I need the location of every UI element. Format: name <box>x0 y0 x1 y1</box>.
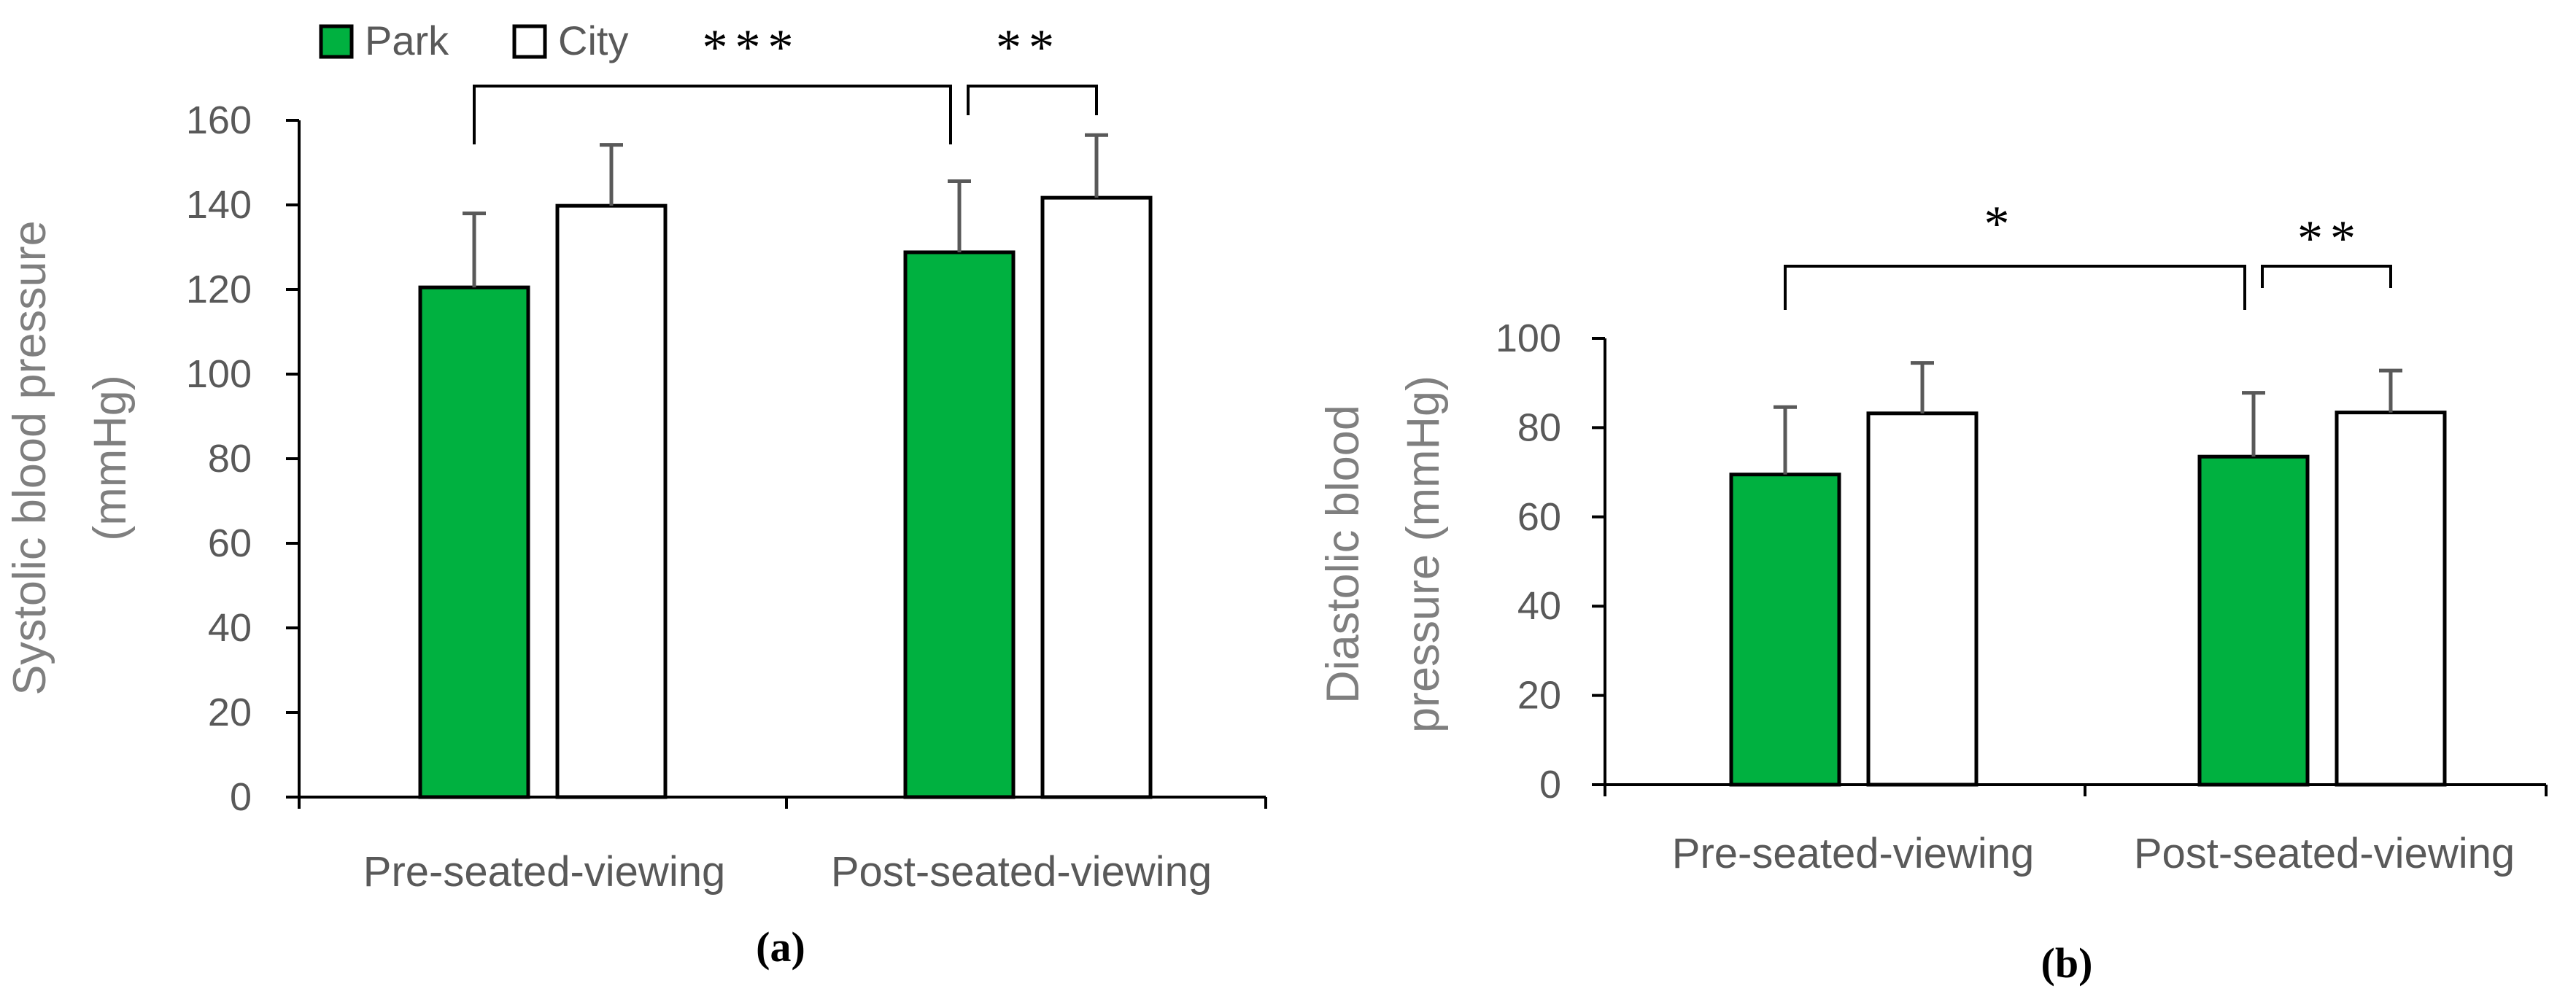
panel-a-significance-label: *** <box>703 20 801 76</box>
panel-a-x-tick-label: Pre-seated-viewing <box>363 848 725 896</box>
panel-b-y-tick-label: 20 <box>1517 674 1561 718</box>
panel-b-y-axis-title-text: Diastolic blood pressure (mmHg) <box>1318 376 1449 733</box>
panel-b-y-tick-label: 80 <box>1517 405 1561 449</box>
panel-a-y-tick-label: 160 <box>186 98 252 142</box>
panel-a-y-axis-title: Systolic blood pressure (mmHg) <box>4 220 136 695</box>
legend-city-swatch <box>512 24 547 59</box>
panel-b-y-axis-title: Diastolic blood pressure (mmHg) <box>1318 376 1449 733</box>
legend-park-swatch <box>319 24 354 59</box>
panel-b-x-tick-labels: Pre-seated-viewing Post-seated-viewing <box>1672 830 2515 877</box>
panel-b-significance-label: ** <box>2297 211 2363 267</box>
panel-b-y-tick-label: 40 <box>1517 584 1561 628</box>
panel-a-significance-bracket <box>967 85 1098 115</box>
panel-b-x-tick-label: Pre-seated-viewing <box>1672 830 2034 877</box>
panel-a-bars <box>418 195 1153 799</box>
legend-park-label: Park <box>365 18 449 63</box>
panel-b-chart: Diastolic blood pressure (mmHg) 0 20 40 60 80… <box>1318 196 2548 987</box>
panel-a-chart: Systolic blood pressure (mmHg) 0 20 40 60 80 1… <box>4 20 1267 971</box>
panel-b-x-tick-label: Post-seated-viewing <box>2134 830 2515 877</box>
legend-city-label: City <box>558 18 628 63</box>
panel-b-bar-park <box>2197 454 2310 787</box>
panel-a-y-tick-label: 140 <box>186 183 252 227</box>
panel-a-y-axis-title-line1: Systolic blood pressure <box>4 220 55 695</box>
panel-b-label: (b) <box>2041 939 2093 987</box>
panel-a-bar-park <box>418 285 530 799</box>
legend: Park City <box>319 18 628 63</box>
panel-a-y-tick-label: 20 <box>208 691 252 734</box>
panel-a-y-tick-label: 100 <box>186 352 252 396</box>
panel-a-y-axis-title-line2: (mmHg) <box>85 375 136 540</box>
panel-b-bar-city <box>1866 411 1979 787</box>
panel-b-y-tick-label: 60 <box>1517 495 1561 539</box>
panel-a-y-tick-label: 40 <box>208 606 252 650</box>
panel-b-error-bars <box>1774 361 2402 475</box>
panel-a-y-tick-label: 0 <box>230 775 252 819</box>
panel-a-y-tick-label: 60 <box>208 521 252 565</box>
panel-a-significance-bracket <box>473 85 952 144</box>
panel-b-y-axis-title-line2: pressure (mmHg) <box>1398 376 1449 733</box>
panel-a-y-tick-label: 120 <box>186 268 252 311</box>
panel-b-significance-bracket <box>2261 265 2392 288</box>
panel-b-bar-city <box>2335 411 2447 787</box>
panel-b-bar-park <box>1729 473 1841 787</box>
panel-b-y-tick-labels: 0 20 40 60 80 100 <box>1496 316 1561 807</box>
panel-b-y-axis-title-line1: Diastolic blood <box>1318 405 1369 704</box>
panel-b-y-tick-label: 100 <box>1496 316 1561 360</box>
panel-a-error-bars <box>463 133 1108 288</box>
panel-a-bar-park <box>903 250 1016 799</box>
panel-a-significance-label: ** <box>996 20 1061 76</box>
panel-a-y-axis-title-text: Systolic blood pressure (mmHg) <box>4 220 136 695</box>
panel-b-significance-label: * <box>1984 196 2017 252</box>
panel-b-y-tick-label: 0 <box>1539 763 1561 807</box>
panel-b-significance-bracket <box>1784 265 2246 310</box>
panel-b-significance: * ** <box>1784 196 2392 310</box>
panel-b-bars <box>1729 411 2447 787</box>
panel-a-x-tick-labels: Pre-seated-viewing Post-seated-viewing <box>363 848 1212 896</box>
panel-a-x-tick-label: Post-seated-viewing <box>831 848 1212 896</box>
panel-a-bar-city <box>1040 195 1153 799</box>
panel-a-y-tick-label: 80 <box>208 437 252 481</box>
panel-a-label: (a) <box>756 923 805 971</box>
panel-a-significance: *** ** <box>473 20 1098 144</box>
panel-a-bar-city <box>555 203 668 799</box>
panel-a-y-tick-labels: 0 20 40 60 80 100 120 140 160 <box>186 98 252 819</box>
